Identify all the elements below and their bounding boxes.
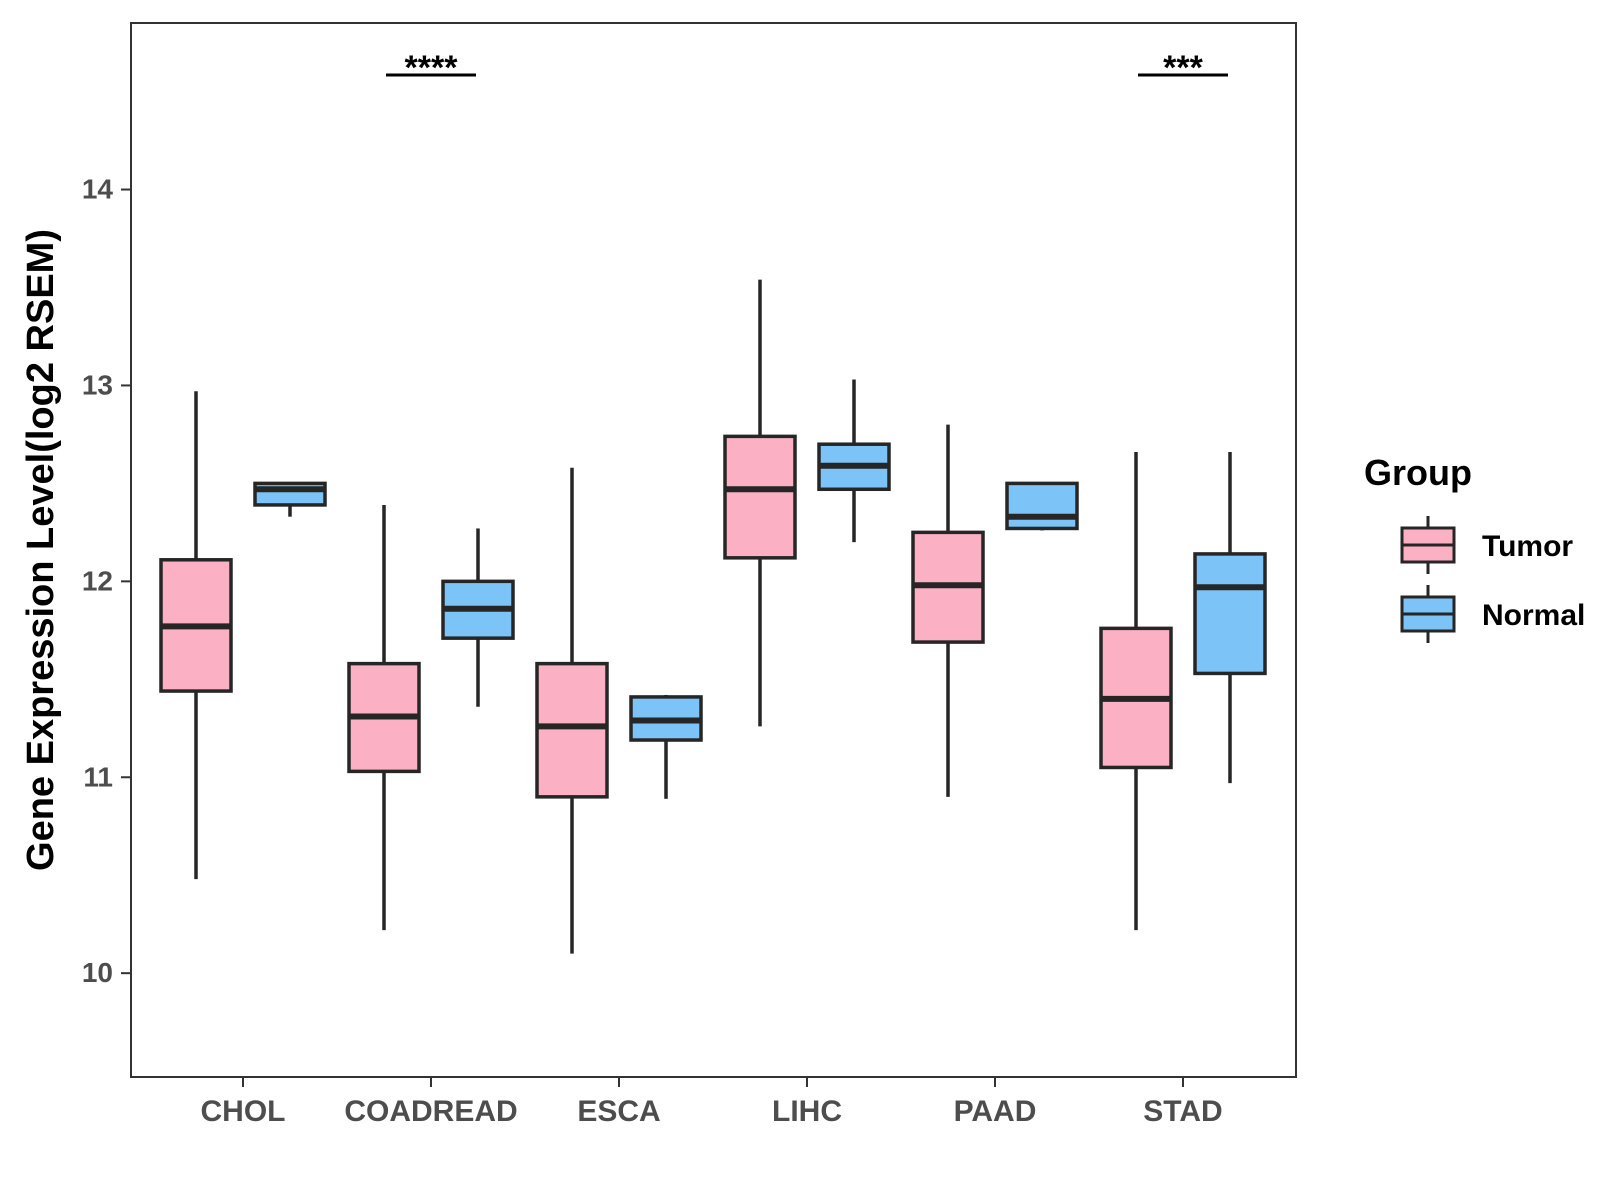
box-iqr: [535, 661, 609, 799]
box-stad-normal: [1193, 452, 1267, 784]
y-tick-label: 11: [83, 761, 113, 792]
box-esca-tumor: [535, 467, 609, 954]
x-tick-label: LIHC: [772, 1095, 842, 1128]
legend-label: Tumor: [1482, 530, 1573, 563]
box-paad-tumor: [911, 424, 985, 797]
box-coadread-normal: [441, 528, 515, 707]
box-lihc-normal: [817, 379, 891, 543]
box-iqr: [723, 434, 797, 560]
x-tick-label: CHOL: [201, 1095, 286, 1128]
x-axis: CHOL COADREAD ESCA LIHC PAAD STAD: [201, 1077, 1223, 1128]
y-tick-label: 13: [82, 369, 113, 400]
plot-area: **** ***: [159, 49, 1267, 954]
legend-entry-normal: Normal: [1400, 585, 1585, 643]
y-tick-label: 10: [82, 957, 113, 988]
significance-stad: ***: [1138, 49, 1228, 87]
significance-label: ***: [1163, 49, 1203, 87]
box-iqr: [1193, 552, 1267, 676]
box-paad-normal: [1005, 481, 1079, 531]
legend-entry-tumor: Tumor: [1400, 516, 1573, 574]
significance-coadread: ****: [386, 49, 476, 87]
x-tick-label: COADREAD: [344, 1095, 517, 1128]
x-tick-label: ESCA: [577, 1095, 660, 1128]
box-stad-tumor: [1099, 452, 1173, 931]
box-chol-normal: [253, 481, 327, 517]
y-axis-label: Gene Expression Level(log2 RSEM): [20, 229, 62, 871]
x-tick-label: PAAD: [954, 1095, 1037, 1128]
plot-panel-border: [130, 22, 1297, 1078]
significance-label: ****: [405, 49, 459, 87]
y-tick-label: 12: [82, 565, 113, 596]
legend-title: Group: [1364, 452, 1472, 493]
box-esca-normal: [629, 694, 703, 799]
box-iqr: [1005, 481, 1079, 531]
legend-label: Normal: [1482, 599, 1585, 632]
y-axis: 10 11 12 13 14: [82, 174, 131, 988]
x-tick-label: STAD: [1143, 1095, 1222, 1128]
box-coadread-tumor: [347, 504, 421, 931]
y-tick-label: 14: [82, 174, 114, 205]
box-chol-tumor: [159, 391, 233, 880]
box-lihc-tumor: [723, 279, 797, 727]
legend: Group Tumor Normal: [1364, 452, 1585, 643]
